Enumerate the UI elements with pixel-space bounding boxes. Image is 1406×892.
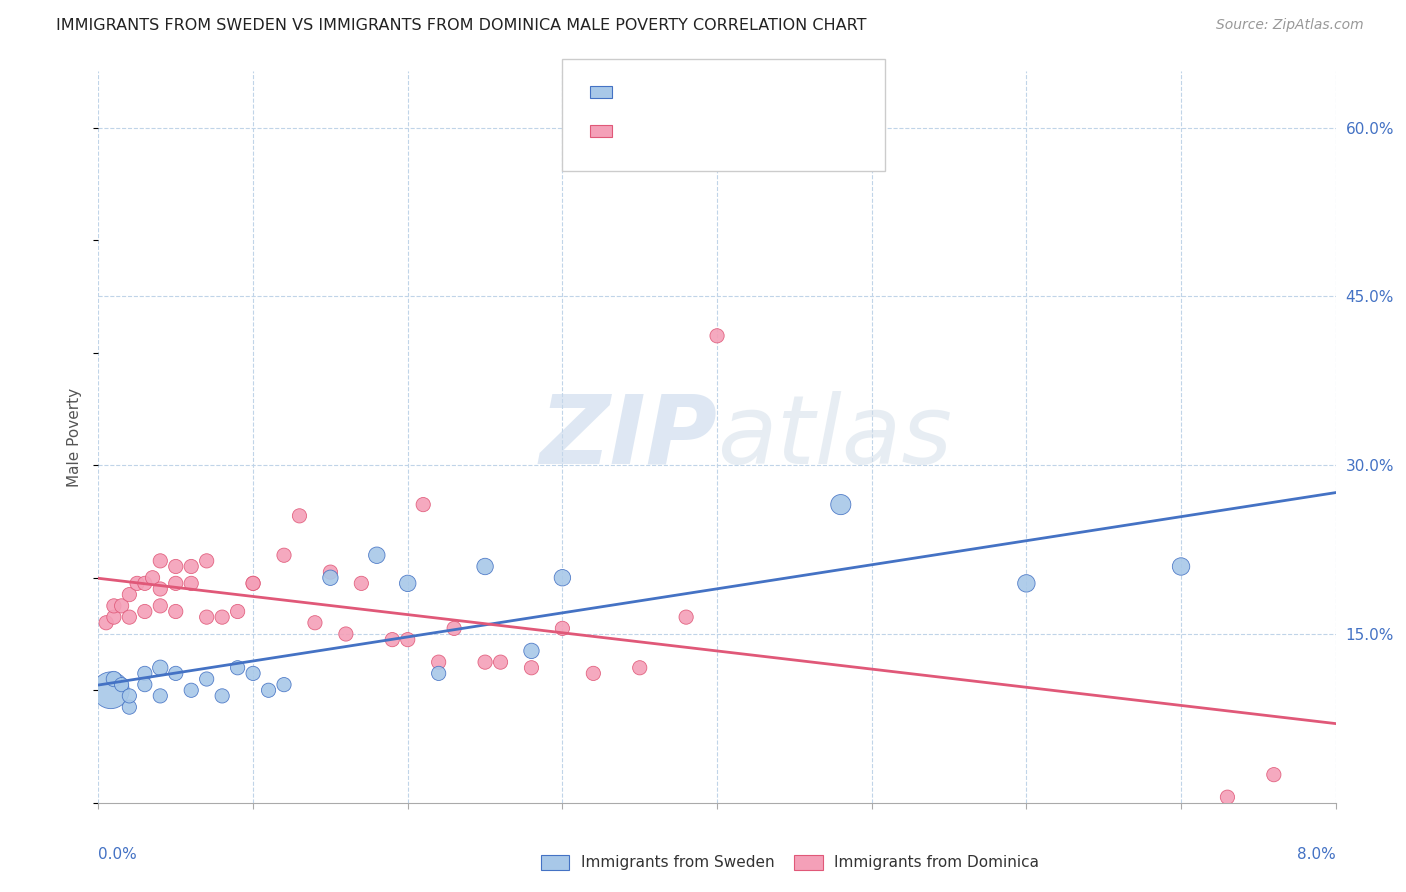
- Point: [520, 661, 543, 675]
- Point: [242, 576, 264, 591]
- Point: [118, 588, 141, 602]
- Point: [103, 610, 125, 624]
- Point: [273, 548, 295, 562]
- Point: [1170, 559, 1192, 574]
- Point: [396, 632, 419, 647]
- Text: 0.0%: 0.0%: [98, 847, 138, 862]
- Point: [1015, 576, 1038, 591]
- Point: [100, 683, 122, 698]
- Point: [134, 678, 156, 692]
- Point: [118, 689, 141, 703]
- Text: Immigrants from Sweden: Immigrants from Sweden: [581, 855, 775, 870]
- Point: [195, 672, 218, 686]
- Point: [1263, 767, 1285, 781]
- Point: [396, 576, 419, 591]
- Point: [103, 599, 125, 613]
- Point: [319, 565, 342, 579]
- Point: [474, 559, 496, 574]
- Text: Immigrants from Dominica: Immigrants from Dominica: [834, 855, 1039, 870]
- Point: [582, 666, 605, 681]
- Point: [319, 571, 342, 585]
- Point: [706, 328, 728, 343]
- Point: [142, 571, 165, 585]
- Point: [195, 610, 218, 624]
- Point: [165, 605, 187, 619]
- Point: [118, 610, 141, 624]
- Point: [675, 610, 697, 624]
- Text: R =: R =: [623, 122, 662, 140]
- Text: atlas: atlas: [717, 391, 952, 483]
- Point: [149, 689, 172, 703]
- Point: [830, 498, 852, 512]
- Text: ZIP: ZIP: [538, 391, 717, 483]
- Point: [211, 610, 233, 624]
- Point: [134, 576, 156, 591]
- Point: [474, 655, 496, 669]
- Point: [180, 576, 202, 591]
- Point: [127, 576, 149, 591]
- Point: [96, 615, 118, 630]
- Point: [381, 632, 404, 647]
- Point: [134, 666, 156, 681]
- Point: [111, 678, 134, 692]
- Text: 0.396: 0.396: [662, 83, 720, 101]
- Text: N =: N =: [724, 122, 776, 140]
- Point: [335, 627, 357, 641]
- Point: [111, 599, 134, 613]
- Point: [195, 554, 218, 568]
- Text: 45: 45: [769, 122, 794, 140]
- Text: Source: ZipAtlas.com: Source: ZipAtlas.com: [1216, 18, 1364, 32]
- Point: [149, 599, 172, 613]
- Point: [350, 576, 373, 591]
- Point: [226, 661, 249, 675]
- Point: [180, 559, 202, 574]
- Point: [242, 576, 264, 591]
- Point: [520, 644, 543, 658]
- Point: [1216, 790, 1239, 805]
- Point: [211, 689, 233, 703]
- Point: [226, 605, 249, 619]
- Point: [427, 655, 450, 669]
- Point: [180, 683, 202, 698]
- Point: [273, 678, 295, 692]
- Text: 0.291: 0.291: [662, 122, 720, 140]
- Point: [149, 661, 172, 675]
- Point: [304, 615, 326, 630]
- Point: [366, 548, 388, 562]
- Point: [103, 672, 125, 686]
- Point: [551, 571, 574, 585]
- Text: R =: R =: [623, 83, 662, 101]
- Point: [165, 559, 187, 574]
- Point: [443, 621, 465, 635]
- Text: N =: N =: [724, 83, 776, 101]
- Text: 8.0%: 8.0%: [1296, 847, 1336, 862]
- Point: [165, 666, 187, 681]
- Point: [288, 508, 311, 523]
- Point: [149, 554, 172, 568]
- Point: [242, 666, 264, 681]
- Point: [489, 655, 512, 669]
- Point: [257, 683, 280, 698]
- Text: 27: 27: [769, 83, 794, 101]
- Point: [165, 576, 187, 591]
- Point: [412, 498, 434, 512]
- Point: [427, 666, 450, 681]
- Point: [118, 700, 141, 714]
- Point: [628, 661, 651, 675]
- Point: [134, 605, 156, 619]
- Point: [149, 582, 172, 596]
- Y-axis label: Male Poverty: Male Poverty: [67, 387, 83, 487]
- Point: [551, 621, 574, 635]
- Text: IMMIGRANTS FROM SWEDEN VS IMMIGRANTS FROM DOMINICA MALE POVERTY CORRELATION CHAR: IMMIGRANTS FROM SWEDEN VS IMMIGRANTS FRO…: [56, 18, 866, 33]
